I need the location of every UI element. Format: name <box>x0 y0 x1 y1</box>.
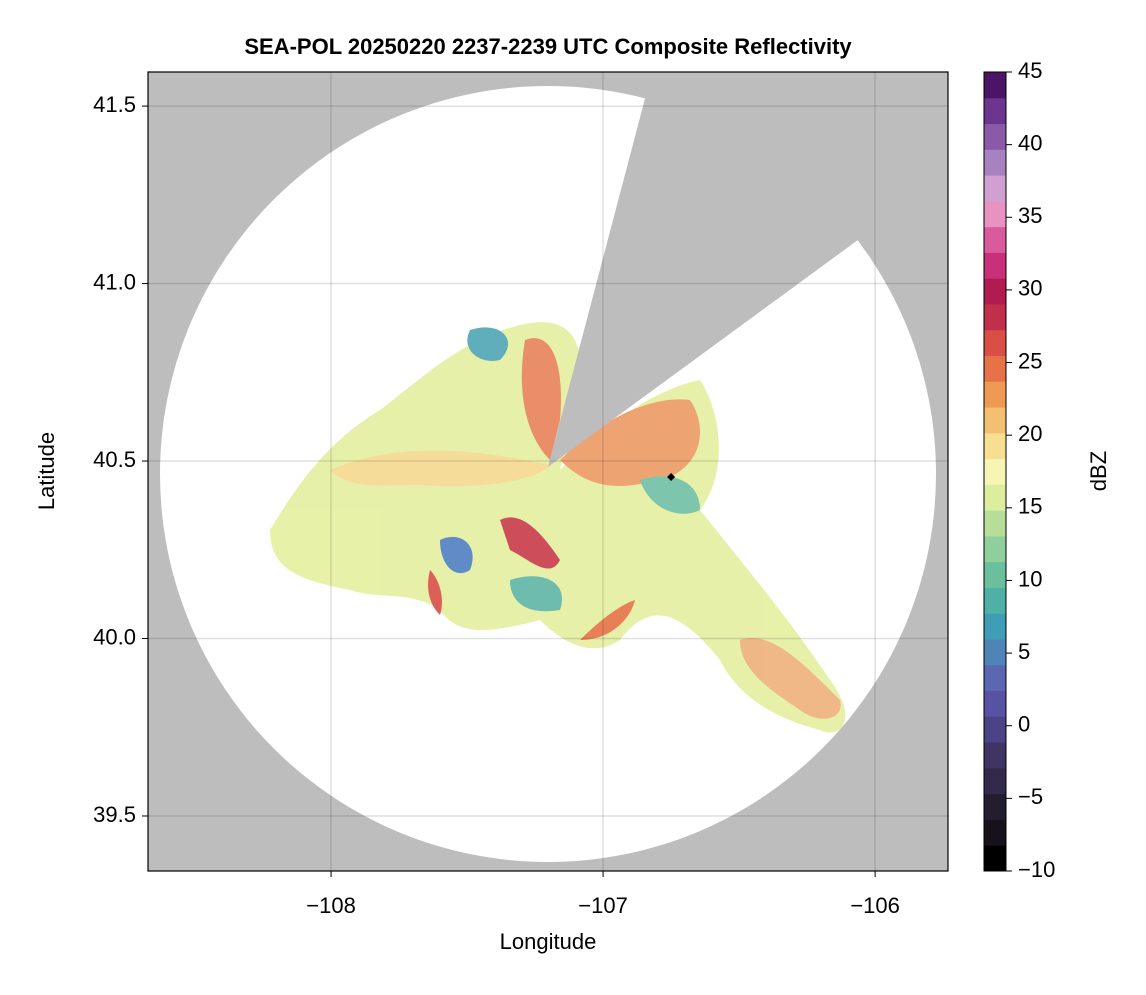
colorbar-step <box>984 123 1006 150</box>
colorbar-step <box>984 742 1006 769</box>
echo-region <box>640 476 700 514</box>
colorbar-step <box>984 252 1006 279</box>
colorbar-step <box>984 613 1006 640</box>
colorbar-step <box>984 381 1006 408</box>
echo-region <box>580 600 635 640</box>
colorbar-tick-label: −5 <box>1018 784 1043 809</box>
colorbar-step <box>984 639 1006 666</box>
colorbar-step <box>984 355 1006 382</box>
chart-title: SEA-POL 20250220 2237-2239 UTC Composite… <box>244 34 852 59</box>
echo-region <box>510 576 562 612</box>
colorbar-step <box>984 793 1006 820</box>
echo-region <box>440 536 473 574</box>
colorbar-step <box>984 510 1006 537</box>
grid <box>148 72 948 871</box>
colorbar-step <box>984 561 1006 588</box>
plot-area <box>148 72 948 871</box>
x-tick-label: −108 <box>306 893 356 918</box>
colorbar-step <box>984 149 1006 176</box>
markers <box>667 473 676 482</box>
colorbar-step <box>984 97 1006 125</box>
colorbar-label: dBZ <box>1086 451 1111 491</box>
colorbar-step <box>984 535 1006 563</box>
colorbar-step <box>984 819 1006 846</box>
colorbar-tick-label: 20 <box>1018 421 1042 446</box>
echo-region <box>560 399 700 486</box>
colorbar-tick-label: 25 <box>1018 348 1042 373</box>
colorbar-step <box>984 845 1006 872</box>
colorbar-step <box>984 664 1006 692</box>
colorbar-step <box>984 175 1006 202</box>
y-axis-label: Latitude <box>34 432 59 510</box>
colorbar-step <box>984 484 1006 511</box>
colorbar-step <box>984 278 1006 305</box>
y-tick-label: 39.5 <box>93 802 136 827</box>
x-tick-label: −106 <box>850 893 900 918</box>
colorbar-step <box>984 690 1006 717</box>
colorbar-step <box>984 767 1006 795</box>
colorbar-tick-label: 15 <box>1018 494 1042 519</box>
marker <box>667 473 676 482</box>
colorbar-tick-label: 30 <box>1018 276 1042 301</box>
echo-region <box>428 570 442 615</box>
echo-region <box>740 638 841 719</box>
colorbar: −10 −5 0 5 10 15 20 25 30 35 40 45 <box>983 58 1055 882</box>
y-tick-label: 41.0 <box>93 269 136 294</box>
y-tick-label: 40.0 <box>93 624 136 649</box>
echo-field <box>270 322 846 733</box>
echo-region <box>467 327 509 361</box>
colorbar-tick-label: 40 <box>1018 130 1042 155</box>
colorbar-step <box>984 432 1006 460</box>
colorbar-tick-label: 0 <box>1018 712 1030 737</box>
colorbar-step <box>984 716 1006 743</box>
blocked-sector <box>548 72 948 467</box>
colorbar-step <box>984 458 1006 485</box>
y-tick-label: 40.5 <box>93 447 136 472</box>
echo-region <box>500 517 560 569</box>
colorbar-tick-label: 45 <box>1018 58 1042 83</box>
echo-region <box>330 450 550 487</box>
colorbar-tick-label: −10 <box>1018 857 1055 882</box>
colorbar-tick-label: 5 <box>1018 639 1030 664</box>
x-axis-label: Longitude <box>500 929 597 954</box>
echo-region <box>521 338 561 460</box>
colorbar-tick-label: 10 <box>1018 566 1042 591</box>
colorbar-step <box>984 226 1006 253</box>
colorbar-step <box>984 303 1006 331</box>
colorbar-step <box>984 587 1006 614</box>
plot-frame <box>147 71 949 872</box>
x-tick-label: −107 <box>578 893 628 918</box>
echo-region <box>270 322 846 733</box>
y-tick-label: 41.5 <box>93 92 136 117</box>
colorbar-step <box>984 72 1006 99</box>
colorbar-step <box>984 329 1006 357</box>
colorbar-step <box>984 407 1006 434</box>
colorbar-step <box>984 200 1006 228</box>
colorbar-frame <box>983 71 1007 872</box>
colorbar-tick-label: 35 <box>1018 203 1042 228</box>
